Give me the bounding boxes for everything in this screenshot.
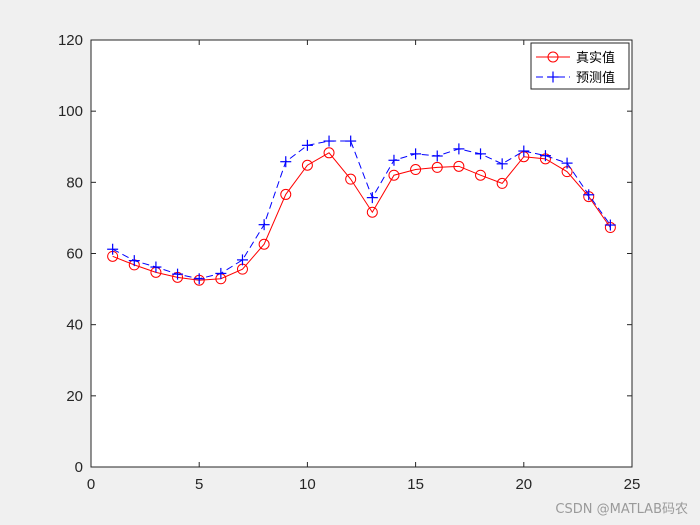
series-2-point xyxy=(496,158,508,170)
series-2-point xyxy=(107,243,119,255)
y-tick-label: 20 xyxy=(66,388,83,405)
series-2-point xyxy=(301,139,313,151)
series-1 xyxy=(107,147,616,286)
series-2-point xyxy=(604,219,616,231)
series-1-line xyxy=(112,152,611,281)
x-tick-label: 10 xyxy=(299,476,316,493)
y-tick-label: 40 xyxy=(66,317,83,334)
y-tick-label: 100 xyxy=(58,103,83,120)
series-2-point xyxy=(215,267,227,279)
series-layer xyxy=(107,135,616,286)
y-tick-label: 80 xyxy=(66,174,83,191)
series-2 xyxy=(107,135,616,285)
series-1-point xyxy=(496,177,508,189)
x-tick-label: 5 xyxy=(195,476,203,493)
series-2-point xyxy=(561,157,573,169)
series-2-point xyxy=(345,135,357,147)
series-2-point xyxy=(583,189,595,201)
series-2-point xyxy=(280,156,292,168)
series-2-line xyxy=(112,140,611,280)
y-tick-label: 0 xyxy=(75,459,83,476)
legend-entry-1: 真实值 xyxy=(536,50,615,66)
x-tick-label: 20 xyxy=(515,476,532,493)
series-2-point xyxy=(172,268,184,280)
series-1-point xyxy=(345,173,357,185)
x-tick-label: 0 xyxy=(87,476,95,493)
legend-label: 真实值 xyxy=(576,50,615,66)
legend-label: 预测值 xyxy=(576,70,615,86)
series-1-point xyxy=(323,147,335,159)
series-2-point xyxy=(258,219,270,231)
series-1-point xyxy=(388,169,400,181)
series-1-point xyxy=(258,238,270,250)
series-2-point xyxy=(236,254,248,266)
legend-box xyxy=(530,42,630,90)
y-tick-label: 120 xyxy=(58,32,83,49)
watermark-text: CSDN @MATLAB码农 xyxy=(555,502,688,517)
series-2-point xyxy=(323,135,335,147)
series-1-point xyxy=(453,160,465,172)
series-1-point xyxy=(431,161,443,173)
series-2-point xyxy=(366,192,378,204)
series-2-point xyxy=(518,145,530,157)
plot-area xyxy=(91,40,632,467)
series-2-point xyxy=(453,143,465,155)
series-2-point xyxy=(388,154,400,166)
y-tick-label: 60 xyxy=(66,246,83,263)
series-2-point xyxy=(410,148,422,160)
legend-entry-2: 预测值 xyxy=(536,70,615,86)
series-1-point xyxy=(301,159,313,171)
x-tick-label: 25 xyxy=(624,476,641,493)
series-2-point xyxy=(431,150,443,162)
series-2-point xyxy=(150,261,162,273)
x-tick-label: 15 xyxy=(407,476,424,493)
series-1-point xyxy=(366,206,378,218)
series-1-point xyxy=(280,188,292,200)
series-2-point xyxy=(128,255,140,267)
legend-marker xyxy=(547,71,559,83)
legend-marker xyxy=(547,51,559,63)
series-2-point xyxy=(539,150,551,162)
series-2-point xyxy=(475,148,487,160)
series-2-point xyxy=(193,273,205,285)
series-1-point xyxy=(475,169,487,181)
axis-ticks: 0 5 10 15 20 25 0 20 40 60 80 100 120 xyxy=(58,32,640,493)
series-1-point xyxy=(410,164,422,176)
